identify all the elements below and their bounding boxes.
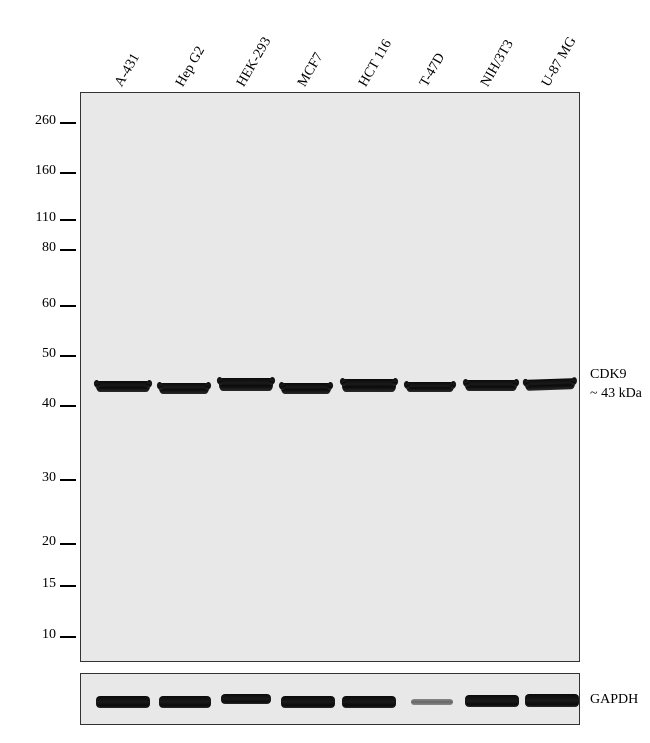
band-cdk9 <box>406 382 454 392</box>
lane-label: HEK-293 <box>234 35 275 90</box>
band-gapdh <box>96 696 150 708</box>
lane-label: MCF7 <box>295 50 327 90</box>
band-cdk9 <box>96 381 150 392</box>
lane-label: NIH/3T3 <box>478 38 518 90</box>
mw-label: 260 <box>6 113 56 129</box>
mw-tick <box>60 405 76 407</box>
mw-label: 15 <box>6 576 56 592</box>
mw-label: 50 <box>6 346 56 362</box>
band-cdk9 <box>281 383 331 394</box>
target-protein-label: CDK9 <box>590 367 627 383</box>
mw-label: 40 <box>6 396 56 412</box>
mw-tick <box>60 479 76 481</box>
control-blot-membrane <box>80 673 580 725</box>
mw-tick <box>60 122 76 124</box>
lane-label: Hep G2 <box>173 44 209 90</box>
band-cdk9 <box>525 378 575 391</box>
band-gapdh <box>281 696 335 708</box>
loading-control-label: GAPDH <box>590 692 638 708</box>
lane-label: HCT 116 <box>356 37 396 90</box>
lane-label: U-87 MG <box>539 35 580 90</box>
lane-label: T-47D <box>417 51 449 90</box>
mw-label: 30 <box>6 470 56 486</box>
target-mw-label: ~ 43 kDa <box>590 386 642 402</box>
band-gapdh-faint <box>411 699 453 705</box>
band-gapdh <box>159 696 211 708</box>
mw-tick <box>60 636 76 638</box>
band-cdk9 <box>342 379 396 392</box>
band-gapdh <box>465 695 519 707</box>
mw-label: 80 <box>6 240 56 256</box>
mw-label: 110 <box>6 210 56 226</box>
mw-label: 10 <box>6 627 56 643</box>
band-cdk9 <box>159 383 209 394</box>
mw-tick <box>60 355 76 357</box>
mw-label: 60 <box>6 296 56 312</box>
band-gapdh <box>221 694 271 704</box>
band-gapdh <box>525 694 579 707</box>
lane-label: A-431 <box>112 51 144 90</box>
band-cdk9 <box>219 378 273 391</box>
band-gapdh <box>342 696 396 708</box>
lane-labels-container: A-431 Hep G2 HEK-293 MCF7 HCT 116 T-47D … <box>80 0 580 90</box>
mw-tick <box>60 219 76 221</box>
mw-tick <box>60 249 76 251</box>
band-cdk9 <box>465 380 517 391</box>
mw-tick <box>60 585 76 587</box>
mw-tick <box>60 172 76 174</box>
mw-label: 160 <box>6 163 56 179</box>
main-blot-membrane <box>80 92 580 662</box>
mw-tick <box>60 543 76 545</box>
mw-tick <box>60 305 76 307</box>
mw-label: 20 <box>6 534 56 550</box>
